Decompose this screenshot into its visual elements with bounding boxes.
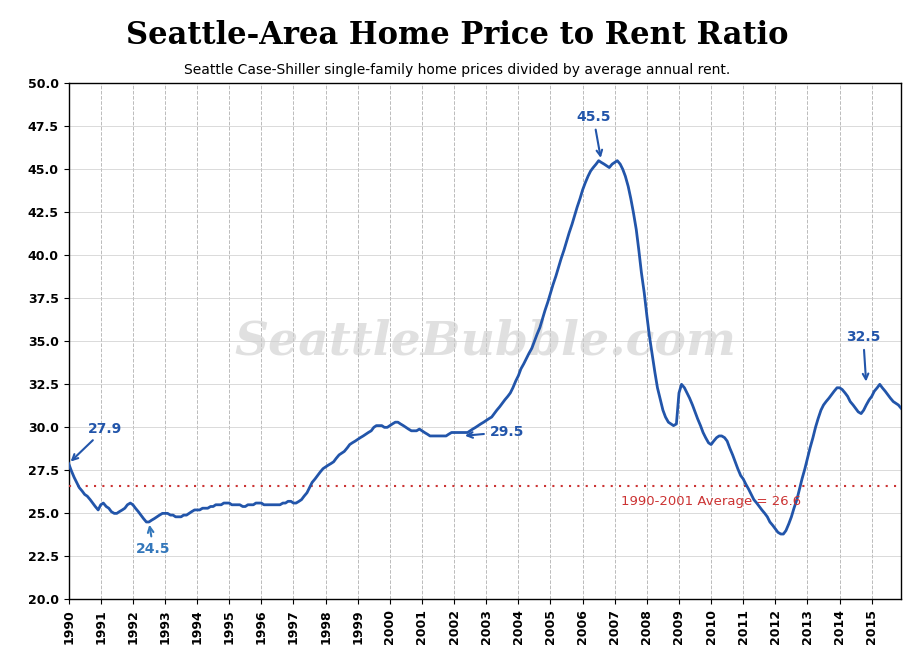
Text: 1990-2001 Average = 26.6: 1990-2001 Average = 26.6 (621, 496, 802, 508)
Text: SeattleBubble.com: SeattleBubble.com (234, 318, 736, 364)
Text: Seattle Case-Shiller single-family home prices divided by average annual rent.: Seattle Case-Shiller single-family home … (185, 63, 730, 77)
Text: 27.9: 27.9 (72, 422, 122, 460)
Text: 24.5: 24.5 (136, 527, 170, 556)
Text: 45.5: 45.5 (576, 110, 610, 156)
Text: 29.5: 29.5 (468, 425, 523, 439)
Text: 32.5: 32.5 (846, 330, 880, 379)
Text: Seattle-Area Home Price to Rent Ratio: Seattle-Area Home Price to Rent Ratio (126, 20, 789, 51)
